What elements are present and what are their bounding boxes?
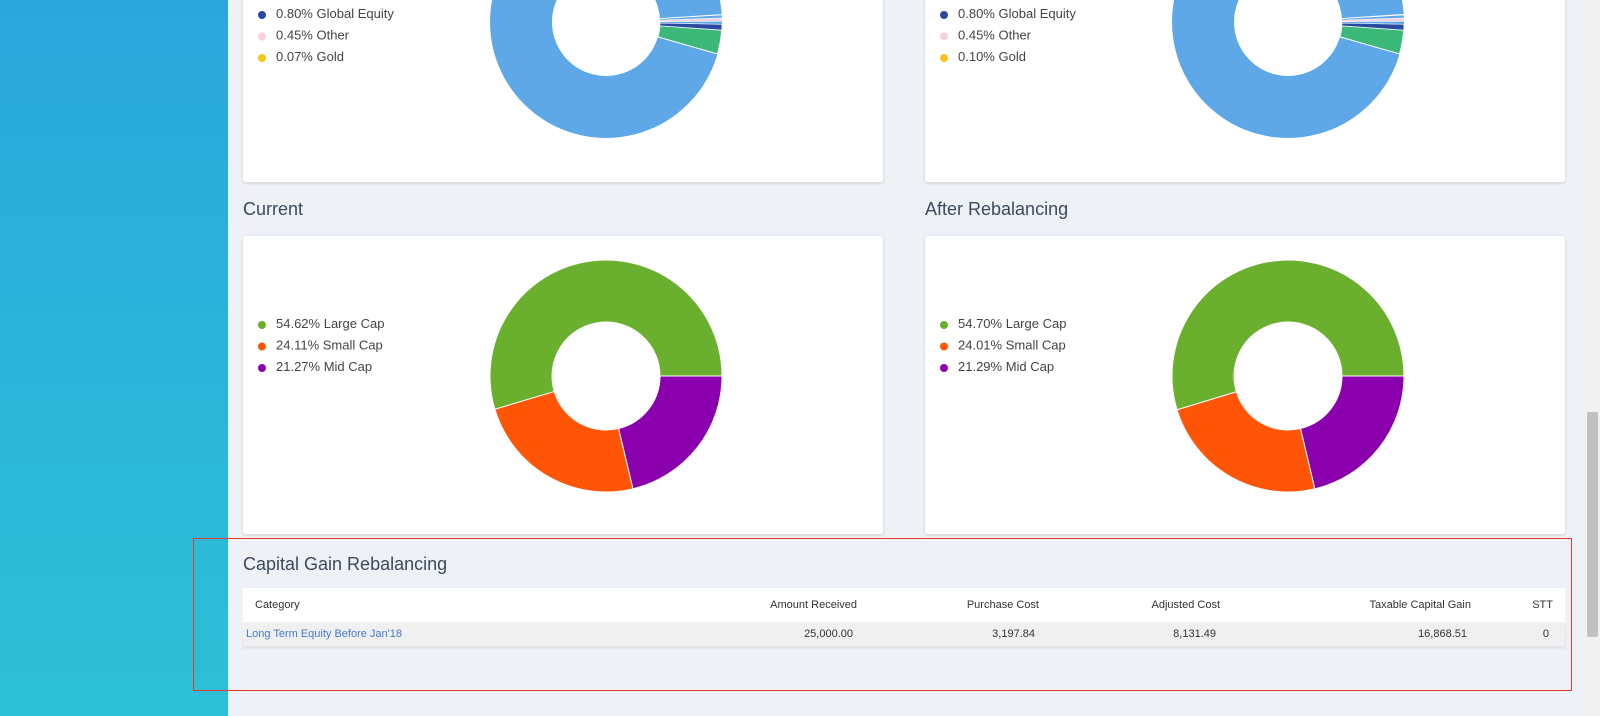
legend-entry: 0.10% Gold — [958, 49, 1026, 64]
legend-value: 54.62% — [276, 316, 321, 331]
donut-slice — [1176, 391, 1316, 493]
legend-label: Global Equity — [999, 6, 1077, 21]
legend-dot — [258, 321, 266, 329]
donut-slice — [1341, 17, 1405, 22]
legend-label: Small Cap — [1006, 338, 1066, 353]
donut-slice — [1341, 22, 1405, 31]
legend-entry: 0.45% Other — [276, 28, 350, 43]
table-cell: 8,131.49 — [1173, 628, 1216, 640]
legend-label: Mid Cap — [324, 359, 372, 374]
table-title: Capital Gain Rebalancing — [243, 554, 448, 574]
legend-label: Large Cap — [324, 316, 385, 331]
legend-value: 0.45% — [276, 28, 313, 43]
legend-label: Mid Cap — [1006, 359, 1054, 374]
legend-label: Large Cap — [1006, 316, 1067, 331]
legend-value: 0.07% — [276, 49, 313, 64]
legend-dot — [940, 342, 948, 351]
donut-slice — [659, 22, 723, 31]
legend-entry: 0.80% Global Equity — [276, 6, 394, 21]
legend-value: 21.29% — [958, 359, 1003, 374]
donut-slice — [617, 375, 723, 490]
legend-entry: 21.29% Mid Cap — [958, 359, 1054, 374]
legend-entry: 0.07% Gold — [276, 49, 344, 64]
legend-entry: 0.45% Other — [958, 28, 1032, 43]
donut-slice — [1299, 375, 1405, 490]
legend-label: Other — [999, 28, 1032, 43]
legend-value: 24.11% — [276, 338, 320, 353]
sidebar — [0, 0, 228, 716]
legend-label: Global Equity — [317, 6, 395, 21]
legend-dot — [940, 11, 948, 19]
legend-label: Gold — [999, 49, 1026, 64]
table-cell: 3,197.84 — [992, 628, 1035, 640]
legend-value: 24.01% — [958, 338, 1003, 353]
legend-label: Other — [317, 28, 350, 43]
legend-dot — [258, 11, 266, 19]
header-cell: Category — [255, 599, 300, 611]
legend-value: 21.27% — [276, 359, 321, 374]
highlight-frame — [193, 538, 1572, 691]
legend-dot — [940, 54, 948, 62]
table-cell: 16,868.51 — [1418, 628, 1467, 640]
table: Category Amount Received Purchase Cost Adju… — [243, 588, 1565, 646]
header-cell: Purchase Cost — [966, 599, 1039, 611]
legend-value: 0.45% — [958, 28, 995, 43]
legend-value: 0.80% — [958, 6, 995, 21]
header-cell: Taxable Capital Gain — [1369, 599, 1471, 611]
header-cell: STT — [1532, 599, 1553, 611]
legend-dot — [940, 364, 948, 372]
legend-entry: 24.11% Small Cap — [276, 338, 383, 353]
legend-entry: 0.80% Global Equity — [958, 6, 1076, 21]
donut-slice-other — [1339, 25, 1405, 55]
table-row: Long Term Equity Before Jan'18 25,000.00 3… — [243, 622, 1565, 646]
chart-title: Current — [243, 199, 304, 219]
legend-entry: 24.01% Small Cap — [958, 338, 1066, 353]
legend-dot — [258, 54, 266, 62]
donut-slice — [494, 390, 634, 493]
legend-dot — [940, 321, 948, 329]
table-header: Category Amount Received Purchase Cost Adju… — [243, 588, 1565, 622]
legend-value: 54.70% — [958, 316, 1003, 331]
header-cell: Amount Received — [770, 599, 857, 611]
legend-dot — [940, 32, 948, 41]
category-link[interactable]: Long Term Equity Before Jan'18 — [246, 628, 402, 640]
legend-value: 0.80% — [276, 6, 313, 21]
donut-slice — [489, 259, 723, 410]
donut-slice — [659, 17, 723, 22]
scrollbar-thumb[interactable] — [1587, 412, 1598, 637]
legend-label: Small Cap — [323, 338, 383, 353]
donut-slice — [1341, 13, 1405, 20]
legend-dot — [258, 32, 266, 41]
legend-entry: 21.27% Mid Cap — [276, 359, 372, 374]
header-cell: Adjusted Cost — [1151, 599, 1220, 611]
chart-title: After Rebalancing — [925, 199, 1069, 219]
legend-label: Gold — [317, 49, 344, 64]
legend-value: 0.10% — [958, 49, 995, 64]
donut-slice-other — [657, 25, 723, 55]
legend-dot — [258, 364, 266, 372]
legend-dot — [258, 342, 266, 351]
donut-slice — [1171, 259, 1405, 411]
donut-slice — [659, 14, 723, 20]
table-cell: 25,000.00 — [804, 628, 853, 640]
legend-entry: 54.62% Large Cap — [276, 316, 384, 331]
table-cell: 0 — [1542, 628, 1549, 640]
legend-entry: 54.70% Large Cap — [958, 316, 1066, 331]
